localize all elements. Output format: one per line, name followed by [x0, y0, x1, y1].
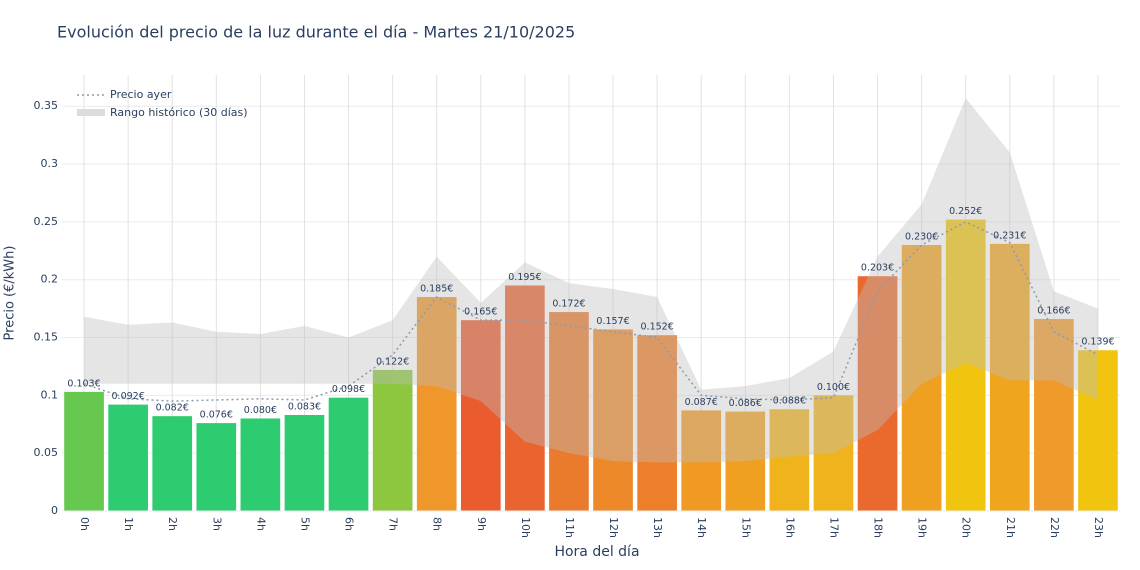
value-label: 0.139€	[1081, 337, 1114, 348]
x-tick-label: 18h	[872, 517, 885, 538]
value-label: 0.185€	[420, 284, 453, 295]
y-tick-label: 0.15	[34, 331, 59, 344]
bar	[901, 245, 942, 511]
x-tick-label: 17h	[827, 517, 840, 538]
x-tick-label: 19h	[916, 517, 929, 538]
x-tick-label: 8h	[431, 517, 444, 531]
legend-band-swatch	[77, 109, 105, 116]
bar	[637, 335, 677, 511]
bar	[196, 423, 237, 511]
value-label: 0.086€	[729, 398, 762, 409]
bar	[681, 410, 722, 511]
x-axis-title: Hora del día	[554, 544, 639, 560]
value-label: 0.098€	[332, 384, 365, 395]
bar	[725, 411, 766, 511]
y-tick-label: 0.2	[41, 273, 59, 286]
y-tick-label: 0.35	[34, 99, 59, 112]
value-label: 0.231€	[993, 230, 1026, 241]
bar	[945, 219, 986, 512]
x-tick-label: 14h	[695, 517, 708, 538]
value-label: 0.230€	[905, 232, 938, 243]
x-tick-label: 11h	[563, 517, 576, 538]
legend-label: Rango histórico (30 días)	[110, 106, 248, 119]
value-label: 0.157€	[596, 316, 629, 327]
y-tick-label: 0.1	[41, 388, 59, 401]
bar	[460, 320, 501, 511]
y-tick-label: 0	[51, 504, 58, 517]
bar	[240, 418, 281, 511]
value-label: 0.080€	[244, 405, 277, 416]
bar	[328, 397, 369, 511]
x-tick-label: 0h	[78, 517, 91, 531]
bar	[769, 409, 810, 511]
x-tick-label: 2h	[166, 517, 179, 531]
bar	[64, 391, 104, 511]
x-tick-label: 5h	[298, 517, 311, 531]
bar	[108, 404, 148, 511]
x-tick-label: 6h	[343, 517, 356, 531]
value-label: 0.165€	[464, 307, 497, 318]
x-tick-label: 3h	[210, 517, 223, 531]
value-label: 0.087€	[685, 397, 718, 408]
x-tick-label: 9h	[475, 517, 488, 531]
x-tick-label: 15h	[739, 517, 752, 538]
bar	[989, 243, 1030, 511]
value-label: 0.103€	[67, 378, 100, 389]
value-label: 0.083€	[288, 402, 321, 413]
value-label: 0.076€	[200, 410, 233, 421]
x-tick-label: 7h	[387, 517, 400, 531]
bar	[813, 395, 854, 511]
y-tick-label: 0.05	[34, 446, 59, 459]
legend-label: Precio ayer	[110, 88, 172, 101]
bar	[857, 276, 898, 511]
value-label: 0.088€	[773, 396, 806, 407]
value-label: 0.195€	[508, 272, 541, 283]
bar	[549, 312, 589, 511]
value-label: 0.092€	[112, 391, 145, 402]
bar	[416, 297, 457, 511]
line	[83, 221, 1099, 402]
value-label: 0.152€	[641, 322, 674, 333]
x-tick-label: 12h	[607, 517, 620, 538]
y-tick-label: 0.25	[34, 215, 59, 228]
value-label: 0.166€	[1037, 306, 1070, 317]
bar	[1078, 350, 1118, 511]
x-tick-label: 13h	[651, 517, 664, 538]
x-tick-label: 22h	[1048, 517, 1061, 538]
value-label: 0.100€	[817, 382, 850, 393]
y-axis-title: Precio (€/kWh)	[3, 246, 18, 341]
value-label: 0.172€	[552, 299, 585, 310]
value-label: 0.122€	[376, 356, 409, 367]
bar	[372, 369, 413, 511]
x-tick-label: 20h	[960, 517, 973, 538]
bar	[1034, 319, 1074, 511]
y-tick-label: 0.3	[41, 157, 59, 170]
value-label: 0.252€	[949, 206, 982, 217]
bar	[593, 329, 633, 511]
value-label: 0.082€	[156, 403, 189, 414]
bar	[284, 415, 325, 511]
x-tick-label: 23h	[1092, 517, 1105, 538]
x-tick-label: 10h	[519, 517, 532, 538]
bar	[505, 285, 545, 511]
chart-title: Evolución del precio de la luz durante e…	[57, 23, 575, 42]
x-tick-label: 4h	[254, 517, 267, 531]
x-tick-label: 1h	[122, 517, 135, 531]
x-tick-label: 16h	[783, 517, 796, 538]
value-label: 0.203€	[861, 263, 894, 274]
x-tick-label: 21h	[1004, 517, 1017, 538]
bar	[152, 416, 193, 511]
